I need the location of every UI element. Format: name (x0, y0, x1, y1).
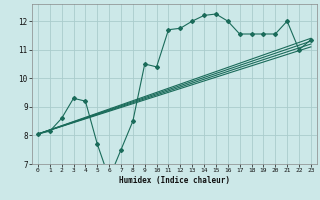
X-axis label: Humidex (Indice chaleur): Humidex (Indice chaleur) (119, 176, 230, 185)
